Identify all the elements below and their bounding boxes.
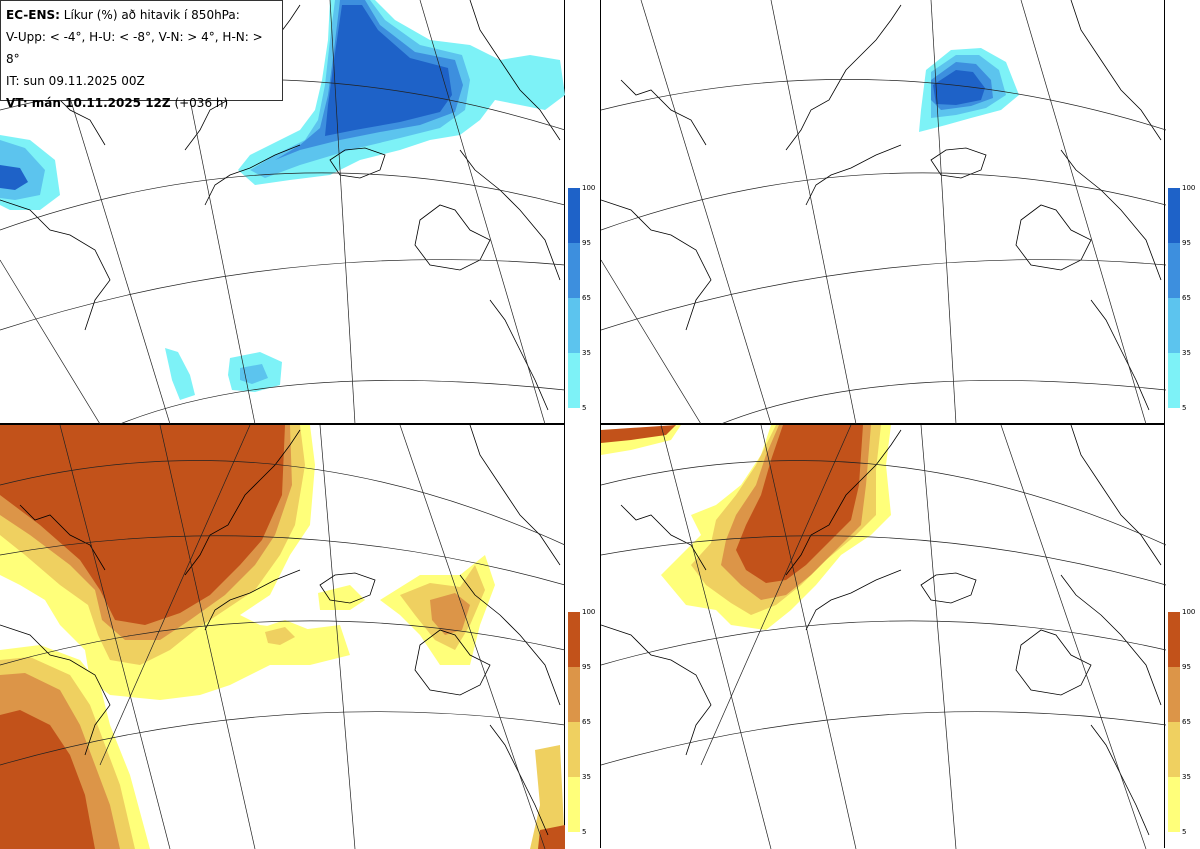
- map-canvas: [0, 425, 565, 849]
- prob-area-core: [736, 425, 863, 583]
- colorbar-tick-label: 5: [582, 828, 587, 836]
- prob-area-iceland: [318, 585, 365, 610]
- prob-area-south-1: [165, 348, 195, 400]
- map-canvas: [601, 425, 1166, 849]
- valid-time-line: VT: mán 10.11.2025 12Z (+036 h): [6, 92, 277, 114]
- legend-thresholds: V-Upp: < -4°, H-U: < -8°, V-N: > 4°, H-N…: [6, 30, 263, 66]
- map-canvas: [0, 0, 565, 424]
- colorbar-segment: [1168, 243, 1180, 298]
- prob-area-core: [325, 5, 452, 136]
- init-time: IT: sun 09.11.2025 00Z: [6, 74, 145, 88]
- colorbar-tick-label: 5: [1182, 828, 1187, 836]
- prob-area-mid-sea-2: [265, 627, 295, 645]
- colorbar-segment: [1168, 612, 1180, 667]
- colorbar-tick-label: 65: [582, 718, 591, 726]
- lead-time: (+036 h): [174, 96, 229, 110]
- colorbar-tick-label: 100: [1182, 608, 1196, 616]
- colorbar-segment: [568, 243, 580, 298]
- colorbar-tick-label: 35: [1182, 773, 1191, 781]
- colorbar-tick-label: 100: [582, 608, 596, 616]
- colorbar-cold-right: [1168, 188, 1180, 408]
- colorbar-segment: [1168, 188, 1180, 243]
- colorbar-segment: [1168, 722, 1180, 777]
- prob-area-core: [0, 425, 285, 625]
- prob-area-se: [530, 745, 565, 849]
- colorbar-tick-label: 35: [582, 349, 591, 357]
- colorbar-segment: [568, 298, 580, 353]
- model-name: EC-ENS:: [6, 8, 60, 22]
- map-panel-warm-4: [0, 424, 565, 849]
- prob-area-se-core: [538, 825, 565, 849]
- coastlines: [601, 0, 1162, 411]
- colorbar-segment: [568, 188, 580, 243]
- colorbar-segment: [568, 667, 580, 722]
- colorbar-tick-label: 100: [1182, 184, 1196, 192]
- colorbar-tick-label: 35: [582, 773, 591, 781]
- colorbar-segment: [568, 353, 580, 408]
- colorbar-cold-left: [568, 188, 580, 408]
- colorbar-tick-label: 95: [1182, 239, 1191, 247]
- colorbar-warm-left: [568, 612, 580, 832]
- colorbar-tick-label: 5: [582, 404, 587, 412]
- colorbar-segment: [568, 777, 580, 832]
- colorbar-segment: [1168, 667, 1180, 722]
- graticule: [601, 0, 1166, 424]
- colorbar-segment: [568, 722, 580, 777]
- graticule: [601, 425, 1166, 849]
- map-panel-cold-8: [600, 0, 1166, 424]
- probability-field: [0, 425, 565, 849]
- map-panel-warm-8: [600, 424, 1166, 849]
- map-canvas: [601, 0, 1166, 424]
- colorbar-warm-right: [1168, 612, 1180, 832]
- colorbar-tick-label: 95: [1182, 663, 1191, 671]
- coastlines: [0, 0, 561, 411]
- colorbar-tick-label: 65: [1182, 294, 1191, 302]
- colorbar-tick-label: 65: [1182, 718, 1191, 726]
- prob-area-east-high: [430, 593, 470, 635]
- colorbar-tick-label: 35: [1182, 349, 1191, 357]
- probability-field: [0, 0, 565, 400]
- graticule: [0, 425, 565, 849]
- colorbar-segment: [1168, 777, 1180, 832]
- colorbar-tick-label: 65: [582, 294, 591, 302]
- prob-area-south-2b: [240, 364, 268, 384]
- prob-area-sw-core: [0, 710, 95, 849]
- prob-area-top-left-core: [601, 425, 676, 443]
- colorbar-tick-label: 95: [582, 239, 591, 247]
- prob-area-core: [933, 70, 985, 105]
- colorbar-tick-label: 5: [1182, 404, 1187, 412]
- coastlines: [601, 425, 1162, 836]
- legend-box: EC-ENS: Líkur (%) að hitavik í 850hPa: V…: [0, 0, 283, 110]
- colorbar-tick-label: 100: [582, 184, 596, 192]
- colorbar-segment: [1168, 353, 1180, 408]
- legend-title-line: EC-ENS: Líkur (%) að hitavik í 850hPa:: [6, 4, 277, 26]
- colorbar-segment: [568, 612, 580, 667]
- colorbar-segment: [1168, 298, 1180, 353]
- prob-area-west-core: [0, 165, 28, 190]
- legend-title: Líkur (%) að hitavik í 850hPa:: [63, 8, 240, 22]
- valid-time: VT: mán 10.11.2025 12Z: [6, 96, 171, 110]
- probability-field: [919, 48, 1019, 132]
- colorbar-tick-label: 95: [582, 663, 591, 671]
- probability-field: [601, 425, 891, 630]
